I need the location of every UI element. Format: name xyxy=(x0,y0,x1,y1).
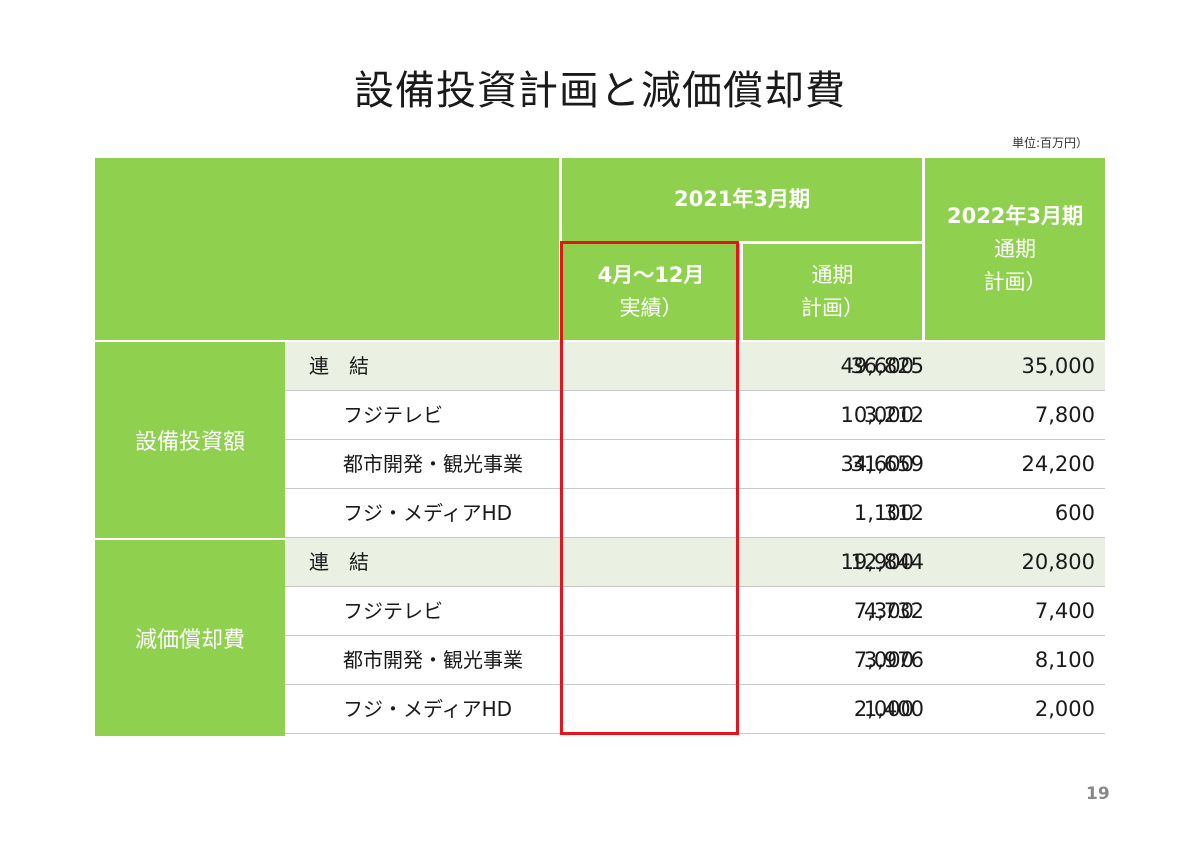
row-label: フジ・メディアHD xyxy=(343,501,513,525)
header-plan-line1: 通期 xyxy=(811,263,854,287)
cell-actual: 12,844 xyxy=(850,550,924,574)
cell-actual: 312 xyxy=(883,501,924,525)
group-depreciation-label: 減価償却費 xyxy=(134,628,245,653)
cell-plan: 19,900 xyxy=(840,550,914,574)
row-label: フジテレビ xyxy=(343,403,443,427)
table-row: 都市開発・観光事業 31,659 34,600 24,200 xyxy=(285,440,1105,489)
header-2022-period: 2022年3月期 xyxy=(946,203,1084,228)
row-label: フジ・メディアHD xyxy=(343,697,513,721)
cell-plan-2022: 24,200 xyxy=(1021,452,1095,476)
unit-note: 単位:百万円） xyxy=(1012,136,1089,150)
cell-plan: 7,300 xyxy=(853,599,914,623)
header-period-2021-label: 2021年3月期 xyxy=(673,187,811,211)
table-row: フジテレビ 3,212 10,000 7,800 xyxy=(285,391,1105,440)
header-2022-line2: 計画） xyxy=(983,269,1047,294)
cell-plan: 10,000 xyxy=(840,403,914,427)
cell-plan-2022: 600 xyxy=(1054,501,1095,525)
row-label: 連 結 xyxy=(309,354,369,378)
header-plan: 通期 計画） xyxy=(743,244,922,340)
cell-actual: 4,732 xyxy=(863,599,924,623)
header-actual-line1: 4月〜12月 xyxy=(597,263,705,287)
row-label: 都市開発・観光事業 xyxy=(343,648,523,672)
row-label: フジテレビ xyxy=(343,599,443,623)
table-row: フジ・メディアHD 1,400 2,000 2,000 xyxy=(285,685,1105,734)
cell-plan: 1,100 xyxy=(853,501,914,525)
group-capex: 設備投資額 xyxy=(95,342,285,538)
cell-plan: 7,000 xyxy=(853,648,914,672)
table-row: フジ・メディアHD 312 1,100 600 xyxy=(285,489,1105,538)
cell-plan-2022: 7,400 xyxy=(1034,599,1095,623)
cell-plan-2022: 2,000 xyxy=(1034,697,1095,721)
cell-plan-2022: 35,000 xyxy=(1021,354,1095,378)
header-actual-line2: 実績） xyxy=(619,296,683,320)
page-title: 設備投資計画と減価償却費 xyxy=(354,68,846,114)
capex-table: 2021年3月期 4月〜12月 実績） 通期 計画） 2022年3月期 通期 計… xyxy=(95,158,1105,736)
cell-plan-2022: 8,100 xyxy=(1034,648,1095,672)
group-depreciation: 減価償却費 xyxy=(95,540,285,736)
cell-actual: 3,212 xyxy=(863,403,924,427)
header-blank xyxy=(95,158,559,340)
cell-actual: 3,976 xyxy=(863,648,924,672)
header-2022-line1: 通期 xyxy=(994,236,1036,261)
table-row: 連 結 12,844 19,900 20,800 xyxy=(285,538,1105,587)
cell-actual: 1,400 xyxy=(863,697,924,721)
header-2022: 2022年3月期 通期 計画） xyxy=(925,158,1105,340)
header-plan-line2: 計画） xyxy=(801,296,864,320)
group-capex-label: 設備投資額 xyxy=(134,430,245,455)
row-label: 連 結 xyxy=(309,550,369,574)
cell-plan: 49,600 xyxy=(840,354,914,378)
cell-actual: 31,659 xyxy=(850,452,924,476)
cell-plan: 2,000 xyxy=(853,697,914,721)
page-number: 19 xyxy=(1086,784,1110,804)
header-period-2021: 2021年3月期 xyxy=(562,158,922,241)
table-row: 都市開発・観光事業 3,976 7,000 8,100 xyxy=(285,636,1105,685)
cell-plan-2022: 20,800 xyxy=(1021,550,1095,574)
row-label: 都市開発・観光事業 xyxy=(343,452,523,476)
table-row: 連 結 36,825 49,600 35,000 xyxy=(285,342,1105,391)
cell-actual: 36,825 xyxy=(850,354,924,378)
cell-plan: 34,600 xyxy=(840,452,914,476)
header-actual: 4月〜12月 実績） xyxy=(562,244,740,340)
table-row: フジテレビ 4,732 7,300 7,400 xyxy=(285,587,1105,636)
cell-plan-2022: 7,800 xyxy=(1034,403,1095,427)
